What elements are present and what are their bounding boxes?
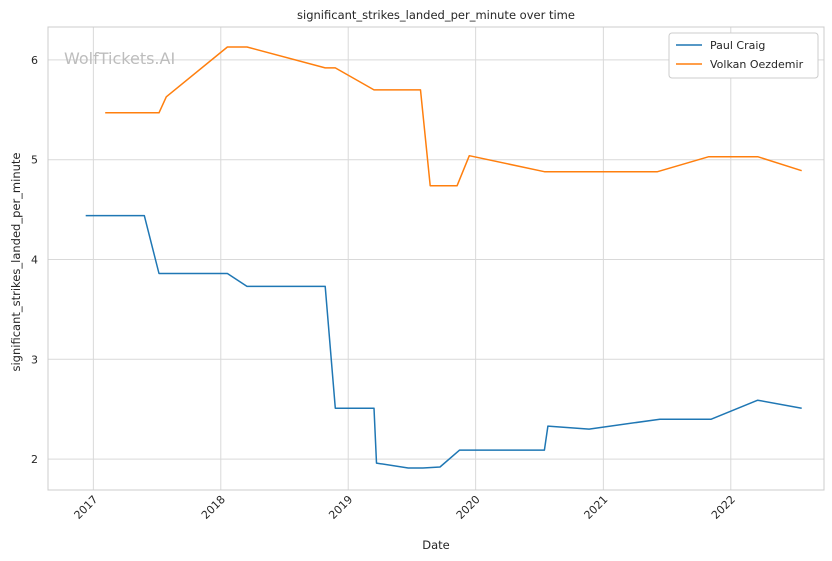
watermark: WolfTickets.AI: [64, 49, 175, 68]
chart-title: significant_strikes_landed_per_minute ov…: [297, 8, 575, 22]
y-axis-title: significant_strikes_landed_per_minute: [9, 153, 23, 372]
y-tick-label: 5: [31, 154, 38, 167]
y-axis-ticks: 2 3 4 5 6: [31, 54, 38, 466]
legend: Paul Craig Volkan Oezdemir: [668, 32, 819, 79]
y-tick-label: 2: [31, 453, 38, 466]
legend-entry: Paul Craig: [710, 39, 765, 52]
y-tick-label: 3: [31, 353, 38, 366]
series-line-1: [105, 46, 802, 187]
y-tick-label: 4: [31, 253, 38, 266]
y-tick-label: 6: [31, 54, 38, 67]
plot-frame: [47, 26, 825, 491]
legend-entry: Volkan Oezdemir: [710, 58, 804, 71]
series-lines: [85, 46, 802, 469]
grid-lines: [48, 27, 824, 490]
legend-box: [668, 32, 819, 79]
x-axis-title: Date: [422, 538, 450, 552]
series-line-0: [85, 214, 802, 469]
